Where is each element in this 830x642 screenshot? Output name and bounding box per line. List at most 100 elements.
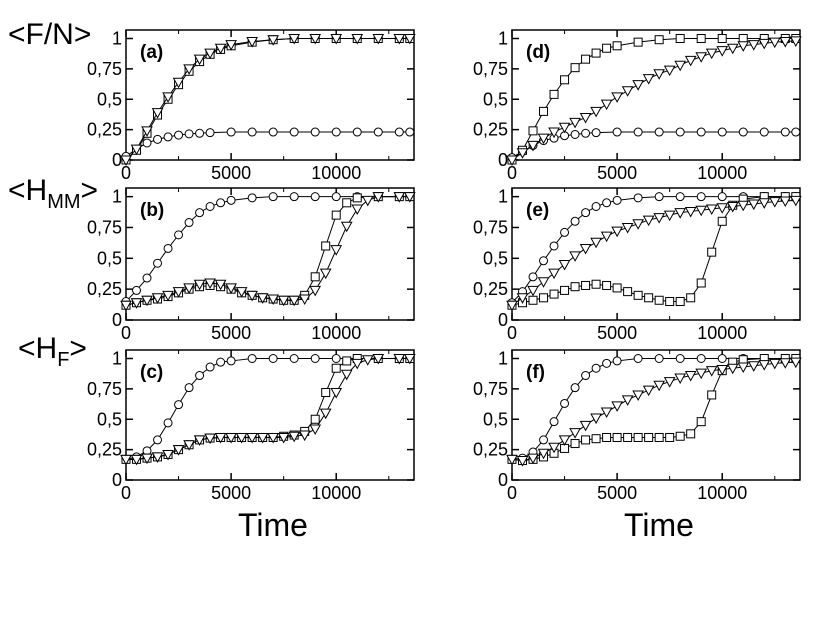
y-tick-label: 0,75 — [473, 379, 508, 399]
data-point-triangle — [558, 259, 571, 271]
panel-label: (d) — [526, 42, 550, 63]
data-point-circle — [216, 198, 226, 208]
data-point-triangle — [204, 48, 216, 60]
data-point-triangle — [642, 215, 655, 227]
data-point-square — [539, 106, 549, 116]
data-point-circle — [394, 127, 404, 137]
data-point-circle — [539, 256, 549, 266]
row-label-hmm-tail: > — [81, 174, 99, 207]
data-point-square — [623, 287, 633, 297]
y-tick-label: 0,25 — [87, 120, 122, 140]
data-point-circle — [142, 273, 152, 283]
data-point-triangle — [516, 148, 529, 159]
series-triangle — [120, 34, 416, 167]
data-point-triangle — [621, 222, 634, 234]
series-square — [507, 34, 801, 165]
data-point-triangle — [674, 373, 687, 384]
data-point-triangle — [204, 433, 216, 445]
data-point-circle — [310, 354, 320, 364]
data-point-circle — [331, 127, 341, 137]
data-point-triangle — [684, 371, 697, 382]
data-point-triangle — [590, 106, 602, 118]
data-point-circle — [780, 127, 790, 137]
data-point-square — [654, 35, 664, 45]
data-point-circle — [247, 193, 257, 203]
data-point-square — [612, 283, 622, 293]
x-tick-label: 0 — [121, 483, 131, 503]
data-point-triangle — [695, 52, 708, 63]
data-point-triangle — [695, 368, 708, 380]
data-point-triangle — [267, 432, 280, 444]
data-point-triangle — [172, 287, 185, 298]
panel-label: (c) — [140, 362, 163, 383]
data-point-triangle — [506, 155, 518, 167]
data-point-circle — [405, 127, 415, 137]
data-point-circle — [581, 128, 591, 138]
x-tick-label: 5000 — [211, 323, 251, 343]
data-point-square — [696, 278, 706, 288]
data-point-triangle — [130, 298, 143, 309]
data-point-square — [570, 282, 580, 292]
row-label-hf: <HF> — [18, 332, 87, 371]
y-tick-label: 1 — [498, 29, 508, 49]
panel-label: (b) — [140, 200, 164, 221]
plot-frame — [511, 29, 801, 161]
data-point-square — [570, 439, 580, 449]
data-point-circle — [195, 128, 205, 138]
data-point-circle — [310, 127, 320, 137]
row-label-fraction-text: <F/N> — [8, 18, 91, 51]
data-point-circle — [675, 127, 685, 137]
data-point-triangle — [621, 86, 634, 97]
data-point-triangle — [726, 43, 739, 55]
data-point-circle — [163, 418, 173, 428]
data-point-square — [612, 432, 622, 442]
data-point-square — [321, 241, 331, 251]
series-triangle — [506, 357, 802, 467]
data-point-triangle — [642, 74, 655, 85]
data-point-triangle — [569, 251, 581, 262]
data-point-circle — [696, 354, 706, 364]
series-triangle — [120, 192, 416, 312]
series-square — [121, 354, 415, 464]
data-point-circle — [174, 130, 184, 140]
data-point-square — [581, 54, 591, 64]
data-point-triangle — [351, 204, 364, 216]
data-point-triangle — [663, 377, 676, 388]
data-point-circle — [633, 354, 643, 364]
data-point-triangle — [225, 283, 237, 294]
data-point-triangle — [611, 92, 623, 103]
data-point-triangle — [768, 37, 781, 49]
data-point-square — [654, 295, 664, 305]
data-point-square — [665, 296, 675, 306]
data-point-circle — [633, 193, 643, 203]
data-point-triangle — [506, 300, 518, 312]
y-tick-label: 0,25 — [473, 120, 508, 140]
x-tick-label: 5000 — [597, 323, 637, 343]
data-point-triangle — [214, 43, 227, 55]
data-point-triangle — [758, 38, 771, 50]
data-point-triangle — [600, 231, 613, 243]
data-point-circle — [331, 354, 341, 364]
data-point-triangle — [558, 122, 571, 134]
data-point-triangle — [351, 358, 364, 370]
x-axis-label-left: Time — [238, 507, 308, 543]
data-point-triangle — [151, 452, 164, 463]
data-point-triangle — [747, 199, 760, 211]
y-tick-label: 0,25 — [473, 440, 508, 460]
data-point-square — [321, 388, 331, 398]
data-point-circle — [373, 127, 383, 137]
data-point-triangle — [737, 200, 750, 212]
data-point-circle — [205, 362, 215, 372]
data-point-triangle — [319, 268, 332, 280]
data-point-circle — [153, 134, 163, 144]
series-line — [511, 40, 796, 161]
data-point-triangle — [569, 117, 581, 129]
y-tick-label: 1 — [112, 187, 122, 207]
x-tick-label: 5000 — [597, 483, 637, 503]
panel-a: 0 5000 10000 0 0,25 0,5 0,75 1 (a) — [87, 29, 416, 183]
data-point-triangle — [726, 363, 739, 375]
data-point-circle — [352, 127, 362, 137]
data-point-circle — [268, 192, 278, 202]
x-tick-label: 0 — [121, 323, 131, 343]
data-point-triangle — [663, 210, 676, 222]
